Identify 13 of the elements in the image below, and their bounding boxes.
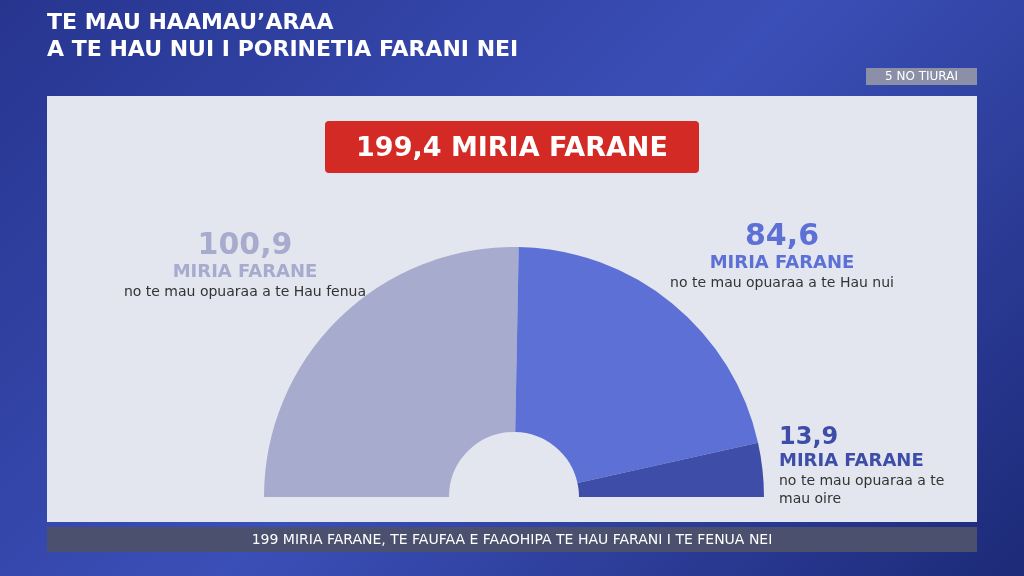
text: MIRIA FARANE: [779, 449, 924, 470]
data-label: 13,9: [779, 422, 840, 450]
data-label: 84,6: [744, 217, 820, 252]
slice-label: no te mau opuaraa a te mau oire: [779, 471, 946, 507]
chart-subtitle: 199,4 MIRIA FARANE: [325, 121, 699, 173]
text: MIRIA FARANE: [172, 260, 318, 281]
text: MIRIA FARANE: [709, 251, 855, 272]
slice-label: no te mau opuaraa a te Hau fenua: [122, 282, 368, 300]
text: 199 MIRIA FARANE, TE FAUFAA E FAAOHIPA TE HAU FARANI I TE FENUA NEI: [47, 527, 977, 552]
chart-title: TE MAU HAAMAU’ARAA A TE HAU NUI I PORINETIA FARANI NEI: [47, 8, 519, 62]
slice-label: no te mau opuaraa a te Hau nui: [669, 273, 895, 291]
text: 5 NO TIURAI: [866, 68, 977, 85]
data-label: 100,9: [196, 226, 294, 261]
